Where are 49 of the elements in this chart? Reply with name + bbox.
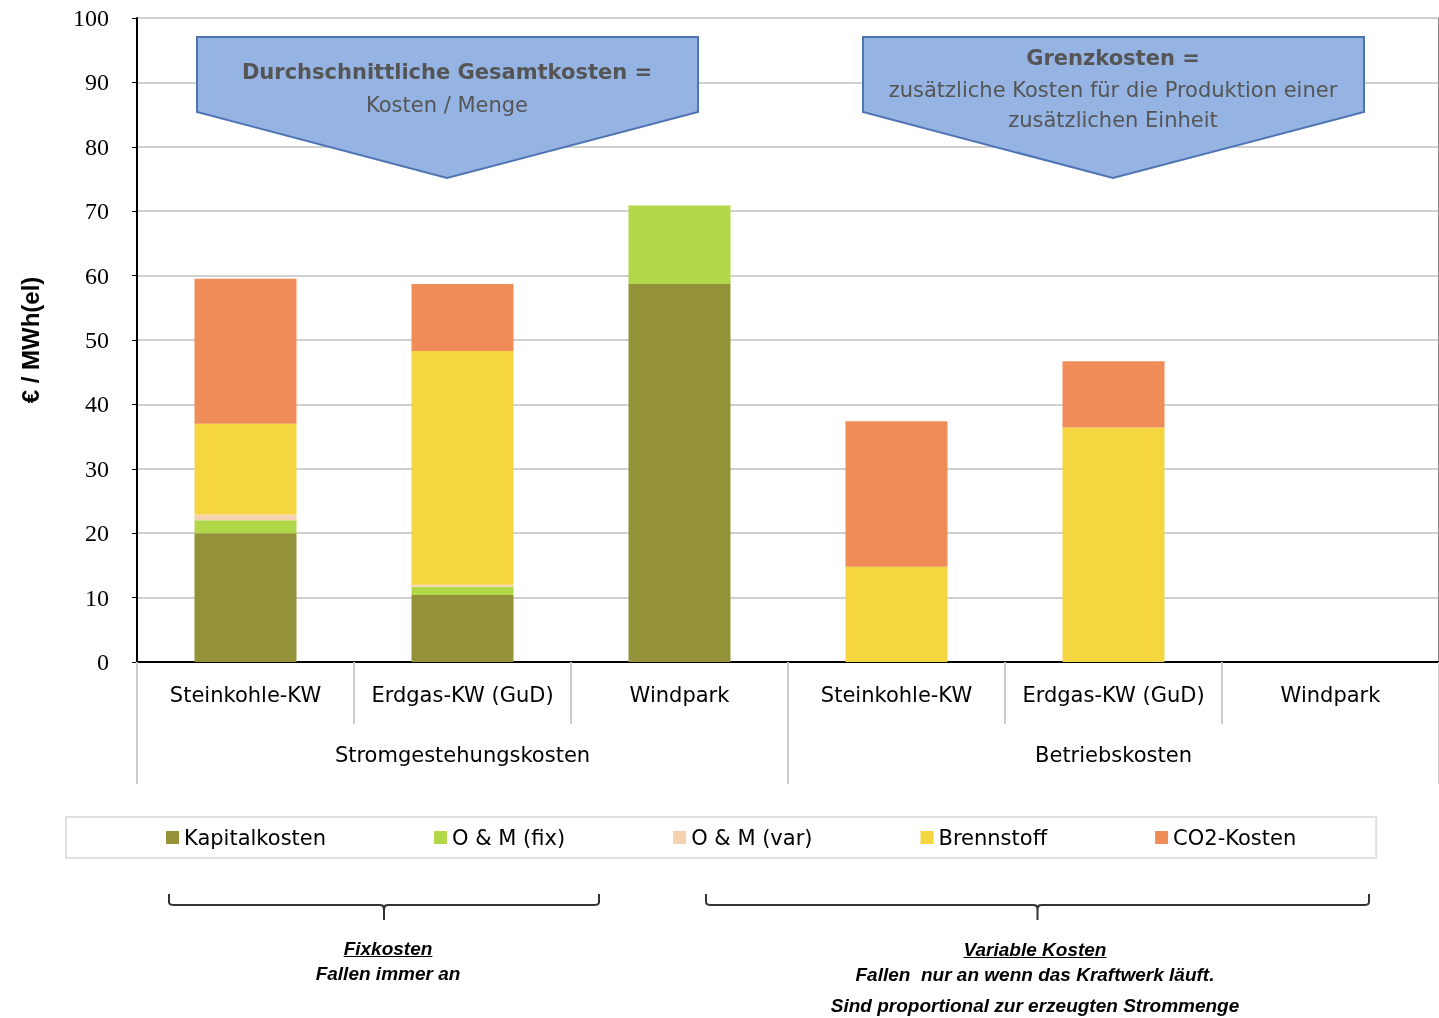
y-tick-label: 20 <box>85 520 109 547</box>
x-tick-label: Windpark <box>629 682 731 707</box>
text: Stromgestehungskosten <box>334 742 591 767</box>
text: Fallen immer an <box>315 963 461 985</box>
annotation: zusätzlichen Einheit <box>1008 108 1218 132</box>
x-tick-label: Erdgas-KW (GuD) <box>371 682 554 707</box>
bar <box>1062 361 1165 428</box>
y-tick-label: 10 <box>85 584 109 611</box>
y-tick-label: 30 <box>85 455 109 482</box>
bar <box>194 423 297 515</box>
bar <box>411 595 514 662</box>
y-tick-label: 70 <box>85 198 109 225</box>
annotation: zusätzliche Kosten für die Produktion einer <box>888 78 1338 102</box>
y-tick-label: 0 <box>97 649 109 675</box>
bar <box>194 520 297 534</box>
y-tick-label: 100 <box>73 5 109 31</box>
legend-label: Kapitalkosten <box>184 825 327 850</box>
y-tick-label: 50 <box>85 327 109 353</box>
text: Sind proportional zur erzeugten Strommenge <box>830 995 1240 1017</box>
annotation: Grenzkosten = <box>1026 46 1200 70</box>
x-tick-label: Steinkohle-KW <box>169 682 322 707</box>
x-tick-label: Windpark <box>1280 682 1382 707</box>
x-tick-label: Steinkohle-KW <box>820 682 973 707</box>
bar <box>411 350 514 585</box>
text: Variable Kosten <box>963 939 1107 961</box>
legend-label: O & M (var) <box>691 825 813 850</box>
text: Betriebskosten <box>1035 742 1192 767</box>
text: Fallen nur an wenn das Kraftwerk läuft. <box>855 964 1215 986</box>
y-tick-label: 90 <box>85 69 109 96</box>
annotation: Durchschnittliche Gesamtkosten = <box>241 60 653 84</box>
y-tick-label: 60 <box>85 262 109 289</box>
bar <box>411 586 514 596</box>
y-tick-label: 80 <box>85 133 109 160</box>
bar <box>628 283 731 662</box>
bar <box>845 566 948 662</box>
x-tick-label: Erdgas-KW (GuD) <box>1022 682 1205 707</box>
text: Fixkosten <box>343 938 433 960</box>
bar <box>194 278 297 424</box>
y-tick-label: 40 <box>85 391 109 418</box>
bar <box>1062 427 1165 662</box>
legend-label: Brennstoff <box>938 825 1048 850</box>
bar <box>194 533 297 662</box>
annotation: Kosten / Menge <box>365 93 529 117</box>
legend-label: CO2-Kosten <box>1173 825 1297 850</box>
y-axis-title: € / MWh(el) <box>16 276 44 404</box>
bar <box>411 283 514 351</box>
bar <box>845 421 948 567</box>
bar <box>628 205 731 284</box>
legend-label: O & M (fix) <box>452 825 566 850</box>
